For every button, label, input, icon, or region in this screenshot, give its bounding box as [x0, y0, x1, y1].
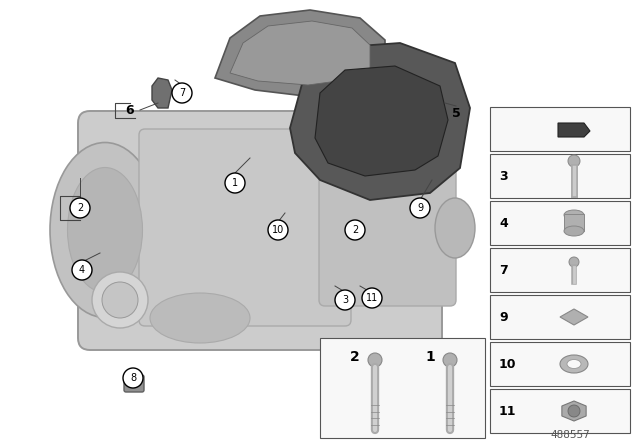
Circle shape [410, 198, 430, 218]
Text: 7: 7 [179, 88, 185, 98]
Circle shape [268, 220, 288, 240]
Circle shape [569, 257, 579, 267]
Ellipse shape [67, 168, 143, 293]
Text: 5: 5 [452, 107, 460, 120]
Bar [490, 342, 630, 386]
Text: 8: 8 [130, 373, 136, 383]
Circle shape [568, 155, 580, 167]
Circle shape [72, 260, 92, 280]
Text: 488557: 488557 [550, 430, 590, 440]
Circle shape [172, 83, 192, 103]
Text: 1: 1 [232, 178, 238, 188]
Text: 11: 11 [499, 405, 516, 418]
Text: 9: 9 [499, 310, 508, 323]
Circle shape [568, 405, 580, 417]
Circle shape [345, 220, 365, 240]
Bar [490, 107, 630, 151]
Bar [490, 201, 630, 245]
FancyBboxPatch shape [124, 375, 144, 392]
Text: 3: 3 [342, 295, 348, 305]
Bar [490, 154, 630, 198]
Text: 4: 4 [499, 216, 508, 229]
Text: 10: 10 [272, 225, 284, 235]
Bar [320, 338, 485, 438]
Polygon shape [560, 309, 588, 325]
Ellipse shape [150, 293, 250, 343]
Text: 3: 3 [499, 169, 508, 182]
FancyBboxPatch shape [78, 111, 442, 350]
Bar [490, 248, 630, 292]
Bar [490, 295, 630, 339]
Circle shape [123, 368, 143, 388]
Text: 2: 2 [352, 225, 358, 235]
Circle shape [92, 272, 148, 328]
Circle shape [102, 282, 138, 318]
Bar [564, 214, 584, 231]
Circle shape [335, 290, 355, 310]
FancyBboxPatch shape [139, 129, 351, 326]
Ellipse shape [567, 359, 581, 369]
Polygon shape [315, 66, 448, 176]
Bar [490, 389, 630, 433]
Ellipse shape [564, 210, 584, 220]
Polygon shape [215, 10, 385, 96]
Text: 10: 10 [499, 358, 516, 370]
FancyBboxPatch shape [319, 149, 456, 306]
Ellipse shape [50, 142, 160, 318]
Polygon shape [290, 43, 470, 200]
Circle shape [443, 353, 457, 367]
Text: 2: 2 [77, 203, 83, 213]
Ellipse shape [560, 355, 588, 373]
Polygon shape [230, 21, 370, 85]
Text: 7: 7 [499, 263, 508, 276]
Circle shape [368, 353, 382, 367]
Circle shape [362, 288, 382, 308]
Text: 1: 1 [425, 350, 435, 364]
Text: 11: 11 [366, 293, 378, 303]
Text: 4: 4 [79, 265, 85, 275]
Circle shape [70, 198, 90, 218]
Polygon shape [558, 123, 590, 137]
Text: 9: 9 [417, 203, 423, 213]
Text: 2: 2 [350, 350, 360, 364]
Circle shape [225, 173, 245, 193]
Text: 6: 6 [125, 103, 134, 116]
Polygon shape [562, 401, 586, 421]
Polygon shape [152, 78, 172, 108]
Ellipse shape [435, 198, 475, 258]
Ellipse shape [564, 226, 584, 236]
